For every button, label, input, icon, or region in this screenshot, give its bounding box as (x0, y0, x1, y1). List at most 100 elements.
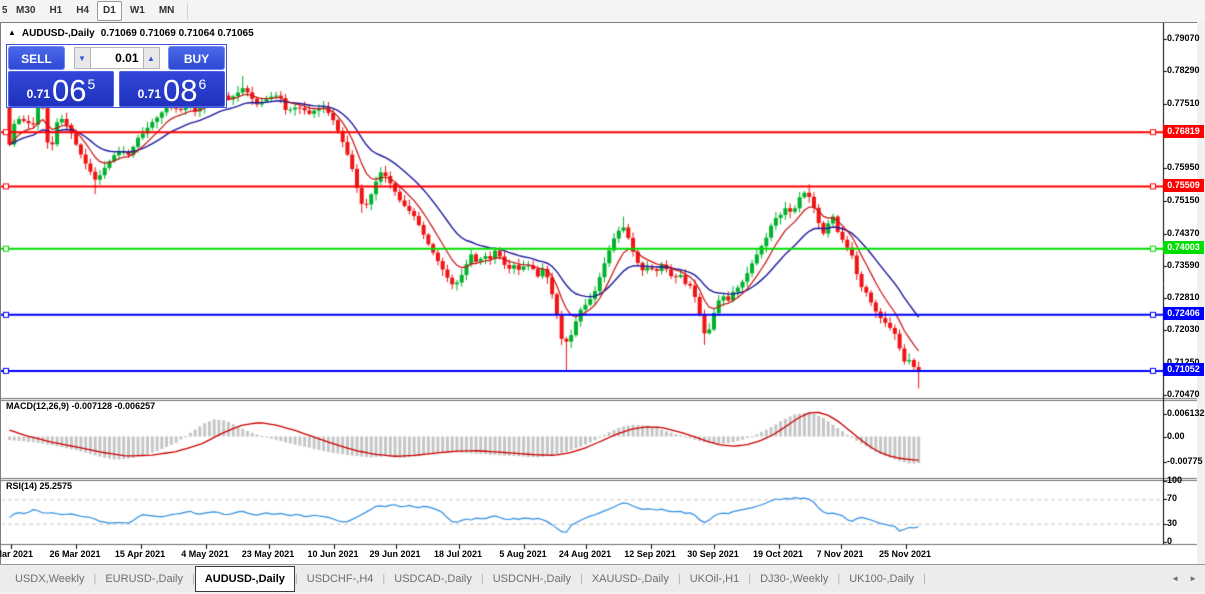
date-axis-tick: 8 Mar 2021 (0, 549, 34, 559)
rsi-axis-tick: 70 (1167, 493, 1178, 504)
date-axis-tick: 18 Jul 2021 (433, 549, 483, 559)
tab-separator: | (923, 572, 926, 585)
sell-price-prefix: 0.71 (26, 87, 51, 101)
price-axis-tick: 0.72030 (1167, 324, 1200, 335)
date-axis-tick: 25 Nov 2021 (878, 549, 932, 559)
price-axis-tick: 0.79070 (1167, 33, 1200, 43)
price-axis-tick: 0.73590 (1167, 259, 1200, 270)
chart-tab-bar: USDX,Weekly | EURUSD-,Daily | AUDUSD-,Daily |… (0, 564, 1205, 592)
timeframe-button-w1[interactable]: W1 (129, 5, 145, 16)
price-axis-tick: 0.74370 (1167, 227, 1200, 238)
collapse-panel-icon[interactable]: ▲ (8, 28, 16, 37)
buy-price-prefix: 0.71 (137, 87, 162, 101)
price-axis-tick: 0.77510 (1167, 97, 1200, 108)
price-axis-tick: 0.75150 (1167, 195, 1200, 206)
timeframe-button-5[interactable]: 5 (2, 5, 8, 16)
chart-tab-xauusd-daily[interactable]: XAUUSD-,Daily (591, 572, 669, 585)
tab-scroll-arrows: ◄ ► (1171, 574, 1197, 583)
tab-separator: | (837, 572, 841, 585)
timeframe-button-h1[interactable]: H1 (49, 5, 63, 16)
tab-separator: | (191, 572, 195, 585)
volume-decrease-button[interactable]: ▼ (73, 47, 91, 69)
chart-tab-uk100-daily[interactable]: UK100-,Daily (849, 572, 915, 585)
date-axis-tick: 15 Apr 2021 (114, 549, 166, 559)
volume-increase-button[interactable]: ▲ (142, 47, 160, 69)
volume-control: ▼ ▲ (73, 47, 160, 69)
rsi-axis-tick: 100 (1167, 475, 1183, 485)
rsi-axis-tick: 0 (1167, 536, 1173, 546)
date-axis-tick: 26 Mar 2021 (49, 549, 101, 559)
volume-input[interactable] (90, 47, 143, 69)
chart-tab-ukoil-h1[interactable]: UKOil-,H1 (689, 572, 740, 585)
tab-separator: | (294, 572, 298, 585)
timeframe-button-d1[interactable]: D1 (97, 1, 122, 21)
price-line-badge: 0.74003 (1163, 241, 1204, 255)
chart-tab-eurusd-daily[interactable]: EURUSD-,Daily (105, 572, 183, 585)
price-line-badge: 0.71052 (1163, 363, 1204, 377)
date-axis-tick: 12 Sep 2021 (624, 549, 676, 559)
tab-separator: | (748, 572, 752, 585)
price-axis-tick: 0.75950 (1167, 162, 1200, 173)
bottom-strip (0, 592, 1205, 594)
price-axis-tick: 0.78290 (1167, 65, 1200, 76)
trade-panel-controls: SELL ▼ ▲ BUY (7, 45, 226, 71)
chart-symbol-title: AUDUSD-,Daily (21, 27, 95, 39)
chart-tab-usdx-weekly[interactable]: USDX,Weekly (15, 572, 85, 585)
timeframe-button-m30[interactable]: M30 (16, 5, 36, 16)
tab-separator: | (93, 572, 97, 585)
chart-tab-usdchf-h4[interactable]: USDCHF-,H4 (306, 572, 374, 585)
chart-tab-dj30-weekly[interactable]: DJ30-,Weekly (760, 572, 829, 585)
macd-axis-tick: 0.00 (1167, 431, 1185, 441)
macd-axis-tick: -0.00775 (1167, 456, 1203, 466)
tab-separator: | (480, 572, 484, 585)
date-axis-tick: 4 May 2021 (181, 549, 229, 559)
sell-price-big: 06 (52, 73, 87, 108)
sell-price-pip: 5 (87, 76, 96, 92)
timeframe-toolbar: 5 M30 H1 H4 D1 W1 MN (0, 0, 1205, 22)
buy-button[interactable]: BUY (168, 46, 225, 70)
date-axis-tick: 7 Nov 2021 (816, 549, 864, 559)
chart-ohlc-values: 0.71069 0.71069 0.71064 0.71065 (100, 27, 254, 39)
price-axis-tick: 0.71250 (1167, 356, 1200, 367)
date-axis-tick: 5 Aug 2021 (499, 549, 547, 559)
timeframe-button-h4[interactable]: H4 (76, 5, 90, 16)
buy-price-box[interactable]: 0.71 08 6 (119, 71, 225, 107)
chevron-down-icon: ▼ (78, 54, 86, 63)
macd-indicator-label: MACD(12,26,9) -0.007128 -0.006257 (6, 401, 156, 411)
price-axis-tick: 0.72810 (1167, 292, 1200, 303)
sell-price-box[interactable]: 0.71 06 5 (8, 71, 114, 107)
timeframe-button-mn[interactable]: MN (158, 5, 175, 16)
chart-title-row: ▲ AUDUSD-,Daily 0.71069 0.71069 0.71064 … (8, 27, 254, 39)
one-click-trade-panel: SELL ▼ ▲ BUY 0.71 06 5 0.71 08 6 (6, 44, 227, 108)
tab-separator: | (382, 572, 386, 585)
scroll-tabs-right-icon[interactable]: ► (1189, 574, 1197, 583)
chart-canvas[interactable] (1, 23, 1198, 565)
date-axis-tick: 29 Jun 2021 (369, 549, 421, 559)
date-axis-tick: 10 Jun 2021 (307, 549, 359, 559)
rsi-axis-tick: 30 (1167, 517, 1178, 528)
macd-axis-tick: 0.006132 (1167, 408, 1205, 418)
chart-tab-usdcnh-daily[interactable]: USDCNH-,Daily (492, 572, 571, 585)
buy-price-big: 08 (163, 73, 198, 108)
chevron-up-icon: ▲ (147, 54, 155, 63)
price-line-badge: 0.72406 (1163, 307, 1204, 321)
buy-price-pip: 6 (198, 76, 207, 92)
tab-separator: | (579, 572, 583, 585)
toolbar-separator (187, 3, 189, 19)
scroll-tabs-left-icon[interactable]: ◄ (1171, 574, 1180, 583)
price-axis-tick: 0.70470 (1167, 388, 1200, 399)
date-axis-tick: 23 May 2021 (241, 549, 295, 559)
date-axis-tick: 30 Sep 2021 (687, 549, 739, 559)
price-line-badge: 0.76819 (1163, 124, 1204, 138)
tab-separator: | (677, 572, 681, 585)
date-axis-tick: 24 Aug 2021 (558, 549, 612, 559)
rsi-indicator-label: RSI(14) 25.2575 (6, 481, 73, 491)
date-axis-tick: 19 Oct 2021 (752, 549, 804, 559)
chart-tab-usdcad-daily[interactable]: USDCAD-,Daily (394, 572, 472, 585)
chart-window (0, 22, 1198, 565)
sell-button[interactable]: SELL (8, 46, 65, 70)
chart-tab-audusd-daily[interactable]: AUDUSD-,Daily (194, 565, 295, 592)
price-line-badge: 0.75509 (1163, 178, 1204, 192)
trade-panel-prices: 0.71 06 5 0.71 08 6 (7, 71, 226, 107)
